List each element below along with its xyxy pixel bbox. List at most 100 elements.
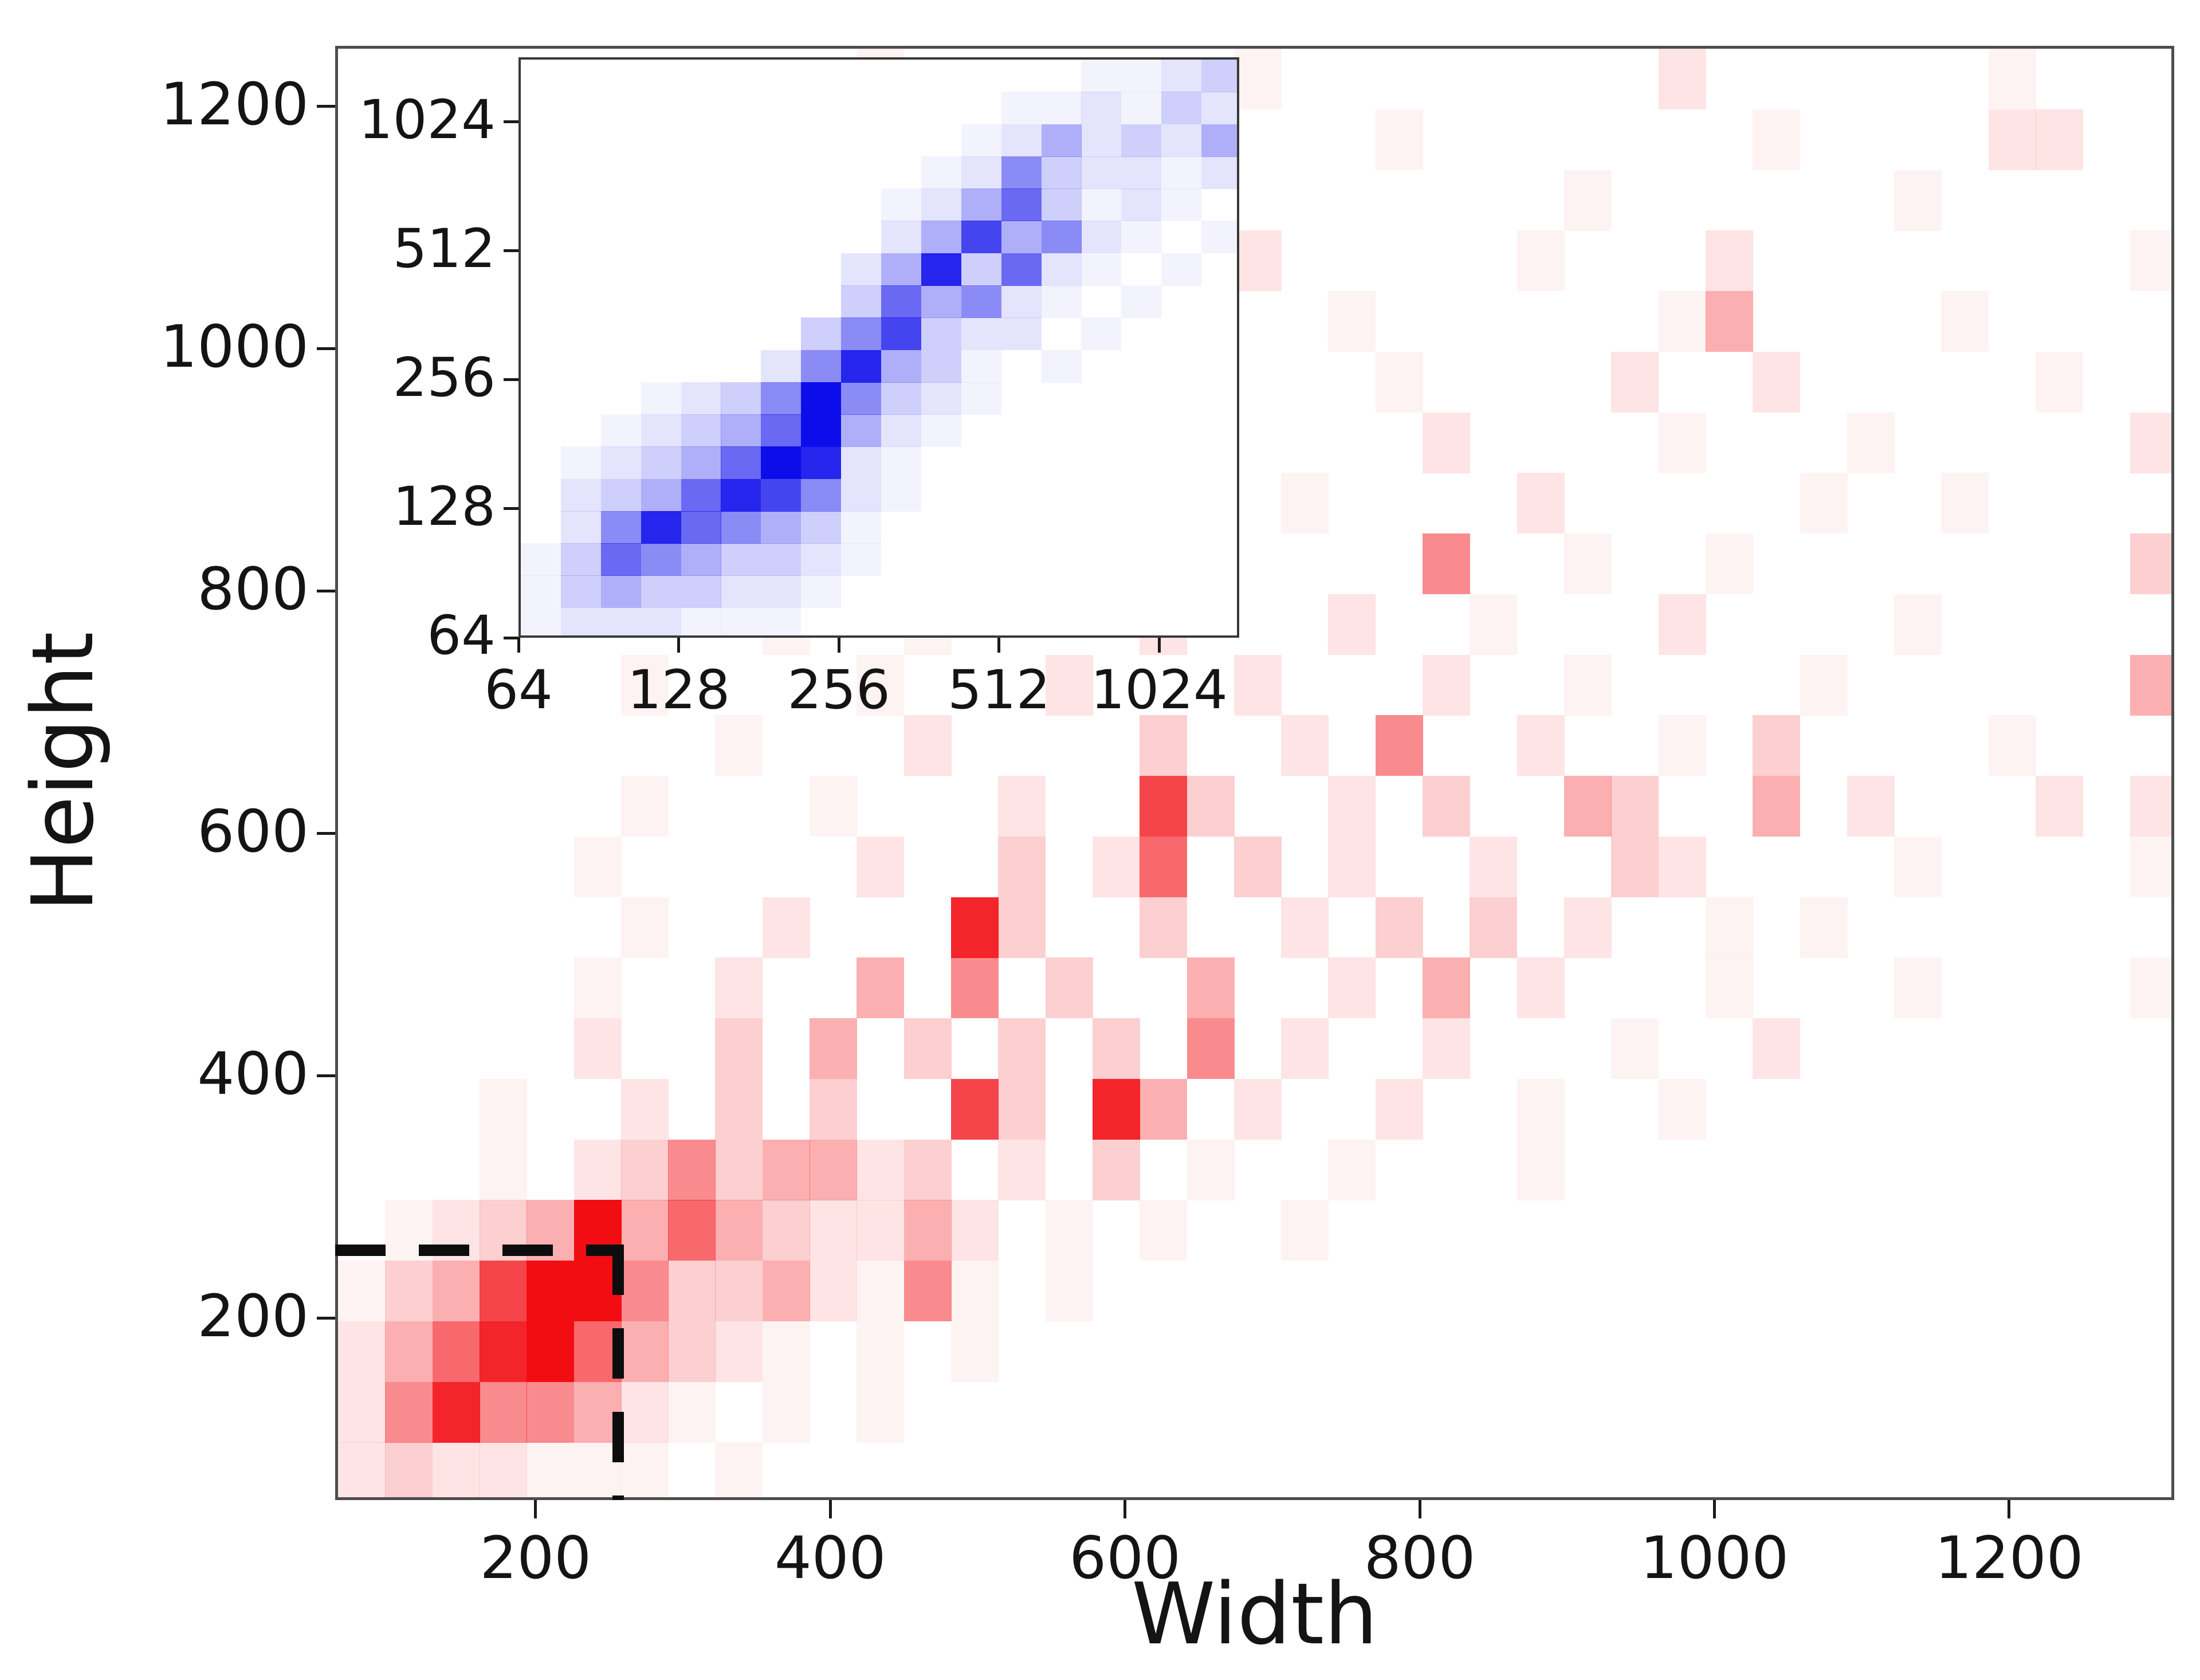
- heatmap-cell: [1161, 92, 1202, 125]
- heatmap-cell: [1121, 189, 1162, 222]
- heatmap-cell: [385, 1381, 433, 1443]
- heatmap-cell: [961, 124, 1001, 157]
- heatmap-cell: [961, 285, 1001, 318]
- heatmap-cell: [338, 1442, 386, 1497]
- heatmap-cell: [810, 776, 858, 837]
- heatmap-cell: [721, 382, 761, 415]
- heatmap-cell: [1564, 170, 1612, 231]
- heatmap-cell: [841, 414, 882, 448]
- inset-chart: [518, 57, 1239, 638]
- heatmap-cell: [1941, 291, 1989, 352]
- heatmap-cell: [1988, 109, 2036, 170]
- heatmap-cell: [1611, 836, 1659, 897]
- heatmap-cell: [903, 715, 952, 776]
- heatmap-cell: [1328, 957, 1376, 1019]
- heatmap-cell: [1001, 253, 1042, 286]
- heatmap-cell: [801, 543, 842, 576]
- heatmap-cell: [721, 607, 761, 635]
- heatmap-cell: [2130, 776, 2171, 837]
- heatmap-cell: [641, 382, 681, 415]
- y-axis-label: Height: [14, 631, 112, 912]
- heatmap-cell: [1161, 253, 1202, 286]
- heatmap-cell: [1092, 1018, 1140, 1079]
- heatmap-cell: [620, 1442, 669, 1497]
- heatmap-cell: [921, 253, 961, 286]
- heatmap-cell: [762, 1261, 810, 1321]
- x-axis-label: Width: [1132, 1565, 1378, 1663]
- y-tick-label: 1200: [160, 70, 309, 139]
- y-tick-label: 1024: [358, 89, 496, 151]
- heatmap-cell: [1001, 92, 1042, 125]
- heatmap-cell: [641, 511, 681, 544]
- heatmap-cell: [715, 1018, 763, 1079]
- heatmap-cell: [1121, 92, 1162, 125]
- heatmap-cell: [479, 1078, 527, 1140]
- heatmap-cell: [881, 478, 921, 512]
- heatmap-cell: [1081, 92, 1122, 125]
- heatmap-cell: [841, 253, 882, 286]
- x-tick-label: 128: [627, 659, 730, 721]
- heatmap-cell: [1092, 1078, 1140, 1140]
- heatmap-cell: [715, 1321, 763, 1382]
- heatmap-cell: [1705, 291, 1753, 352]
- heatmap-cell: [951, 957, 999, 1019]
- x-tick-label: 256: [787, 659, 890, 721]
- y-tick-mark: [317, 105, 335, 108]
- heatmap-cell: [1081, 253, 1122, 286]
- x-tick-mark: [534, 1500, 537, 1518]
- heatmap-cell: [600, 446, 641, 480]
- inset-heatmap-cells: [521, 60, 1237, 635]
- heatmap-cell: [903, 1261, 952, 1321]
- heatmap-cell: [681, 478, 721, 512]
- heatmap-cell: [1092, 836, 1140, 897]
- heatmap-cell: [1894, 957, 1942, 1019]
- x-tick-label: 800: [1364, 1524, 1476, 1592]
- heatmap-cell: [998, 836, 1046, 897]
- heatmap-cell: [998, 1018, 1046, 1079]
- heatmap-cell: [338, 1321, 386, 1382]
- heatmap-cell: [681, 575, 721, 609]
- heatmap-cell: [641, 414, 681, 448]
- heatmap-cell: [385, 1321, 433, 1382]
- y-tick-label: 600: [197, 797, 309, 866]
- y-tick-label: 200: [197, 1282, 309, 1351]
- y-tick-label: 400: [197, 1039, 309, 1108]
- y-tick-label: 800: [197, 555, 309, 623]
- x-tick-mark: [1713, 1500, 1716, 1518]
- heatmap-cell: [1001, 285, 1042, 318]
- heatmap-cell: [681, 382, 721, 415]
- heatmap-cell: [432, 1381, 480, 1443]
- heatmap-cell: [801, 478, 842, 512]
- x-tick-label: 512: [947, 659, 1051, 721]
- heatmap-cell: [620, 897, 669, 958]
- heatmap-cell: [1375, 715, 1423, 776]
- x-tick-mark: [1418, 1500, 1421, 1518]
- x-tick-mark: [1157, 638, 1161, 653]
- heatmap-cell: [921, 156, 961, 189]
- heatmap-cell: [961, 221, 1001, 254]
- heatmap-cell: [1705, 957, 1753, 1019]
- heatmap-cell: [1081, 189, 1122, 222]
- heatmap-cell: [573, 1018, 622, 1079]
- heatmap-cell: [1470, 594, 1518, 655]
- heatmap-cell: [715, 957, 763, 1019]
- y-tick-label: 512: [392, 218, 496, 281]
- heatmap-cell: [681, 543, 721, 576]
- heatmap-cell: [1705, 897, 1753, 958]
- heatmap-cell: [721, 414, 761, 448]
- y-tick-mark: [317, 832, 335, 835]
- heatmap-cell: [1201, 221, 1237, 254]
- heatmap-cell: [921, 350, 961, 383]
- heatmap-cell: [1187, 776, 1235, 837]
- heatmap-cell: [762, 1139, 810, 1200]
- heatmap-cell: [600, 478, 641, 512]
- x-tick-label: 1200: [1935, 1524, 2084, 1592]
- heatmap-cell: [620, 1078, 669, 1140]
- x-tick-label: 200: [480, 1524, 592, 1592]
- heatmap-cell: [903, 1139, 952, 1200]
- heatmap-cell: [1988, 49, 2036, 109]
- heatmap-cell: [560, 511, 601, 544]
- heatmap-cell: [1611, 776, 1659, 837]
- heatmap-cell: [2130, 533, 2171, 594]
- heatmap-cell: [1041, 156, 1082, 189]
